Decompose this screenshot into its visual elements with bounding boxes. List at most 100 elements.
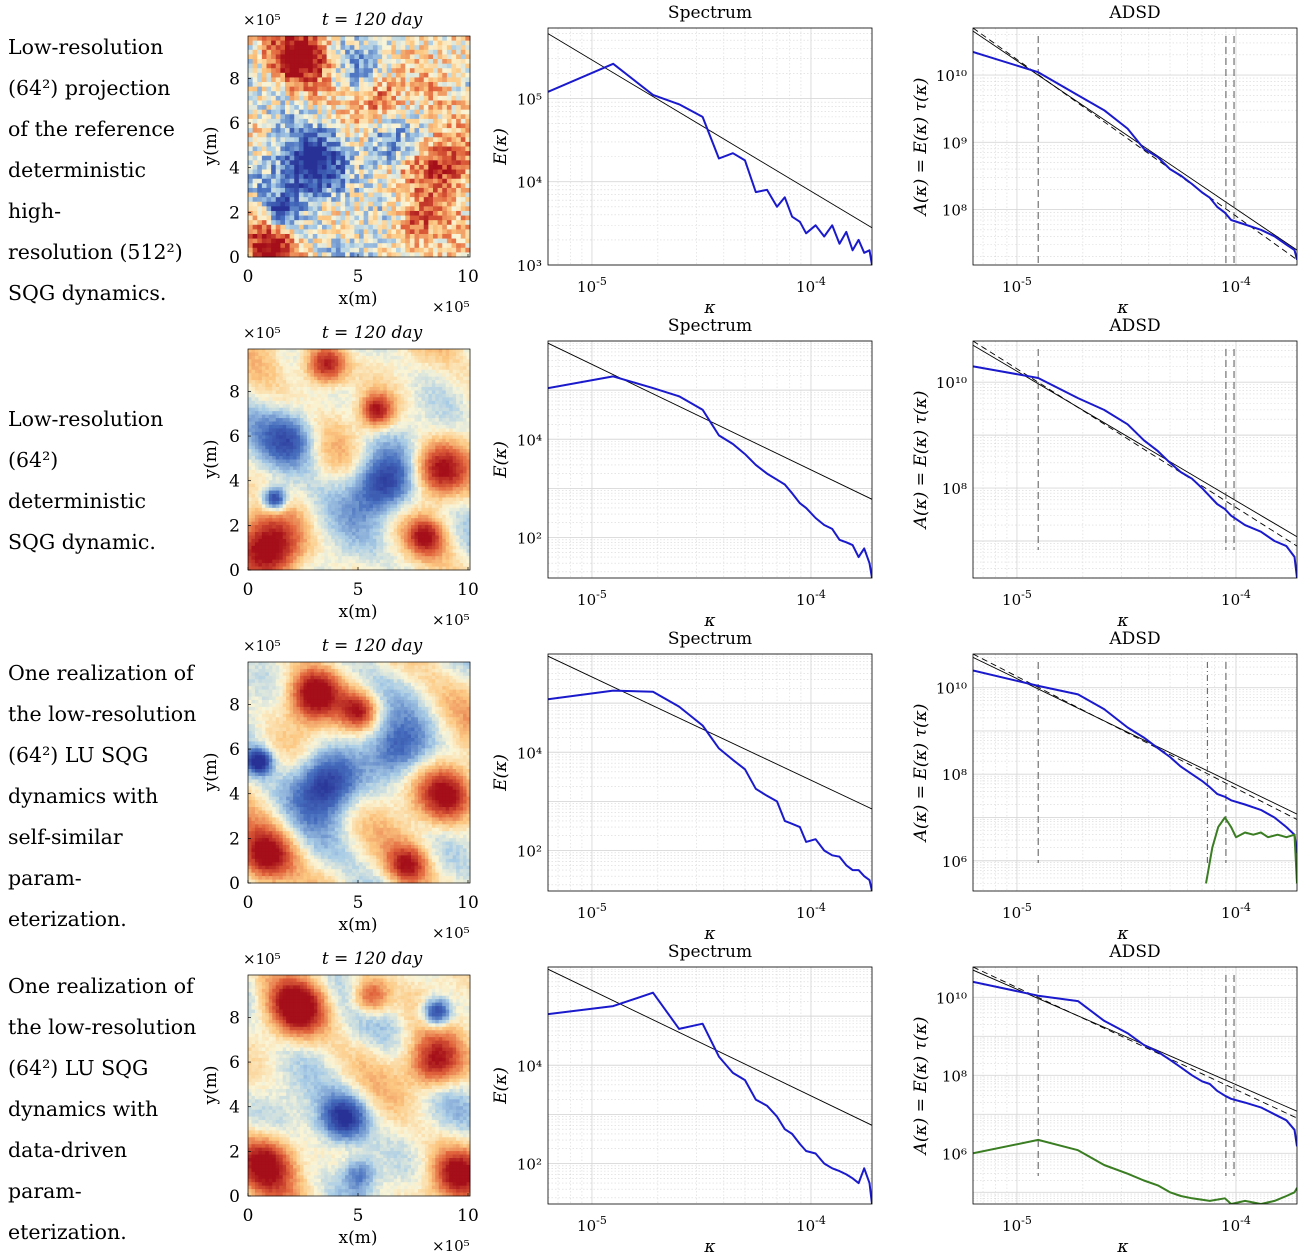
x-tick-label: 5 <box>353 1206 364 1226</box>
y-tick-label: 10² <box>517 1156 542 1174</box>
y-tick-label: 10⁸ <box>942 1067 967 1085</box>
x-axis-label: x(m) <box>339 1228 378 1248</box>
caption-line: (64²) deterministic <box>8 448 146 513</box>
caption-line: the low-resolution <box>8 702 197 726</box>
field-panel: t = 120 day ×10⁵ 0 5 10 x(m) ×10⁵ 0 2 4 6 8 y(m) <box>201 636 479 939</box>
caption-line: (64²) LU SQG <box>8 1056 149 1080</box>
grid <box>973 653 1297 892</box>
field-image <box>248 975 471 1197</box>
x-tick-label: 10-5 <box>577 1214 607 1235</box>
x-tick-label: 10-5 <box>577 275 607 296</box>
field-frame <box>247 661 471 884</box>
field-title: t = 120 day <box>322 636 423 656</box>
x-exponent-label: ×10⁵ <box>432 924 470 939</box>
y-tick-label: 10¹⁰ <box>936 680 967 698</box>
parameterization-line <box>1205 816 1297 884</box>
grid <box>548 653 872 891</box>
y-exponent-label: ×10⁵ <box>243 11 281 29</box>
y-tick-label: 2 <box>229 1142 240 1162</box>
reference-slope-dashed-line <box>973 341 1297 547</box>
panel-title: ADSD <box>1108 942 1160 962</box>
y-axis-label: y(m) <box>201 440 221 480</box>
y-tick-label: 10⁴ <box>517 1057 542 1075</box>
plot-frame <box>972 966 1298 1205</box>
y-tick-label: 0 <box>229 248 240 268</box>
panel-title: Spectrum <box>668 942 752 962</box>
caption-line: One realization of <box>8 974 194 998</box>
spectrum-line <box>973 980 1297 1147</box>
y-tick-label: 6 <box>229 1053 240 1073</box>
spectrum-line <box>548 689 872 891</box>
y-tick-label: 4 <box>229 785 240 805</box>
caption-line: of the reference <box>8 117 175 141</box>
x-axis-label: x(m) <box>339 602 378 622</box>
spectrum-line <box>973 669 1297 854</box>
y-tick-label: 8 <box>229 695 240 715</box>
y-tick-label: 10⁴ <box>517 431 542 449</box>
caption-line: data-driven param- <box>8 1138 128 1203</box>
spectrum-panel: Spectrum 10-5 10-4 κ 10⁴ 10² E(κ) <box>491 942 873 1252</box>
panel-title: Spectrum <box>668 316 752 336</box>
reference-slope-line <box>973 344 1297 538</box>
spectrum-panel: Spectrum 10-5 10-4 κ 10⁵ 10⁴ 10³ E(κ) <box>491 3 873 313</box>
x-tick-label: 0 <box>243 267 254 287</box>
panel-title: Spectrum <box>668 629 752 649</box>
x-tick-label: 10-5 <box>1002 901 1032 922</box>
caption-line: deterministic high- <box>8 158 146 223</box>
row-caption: One realization of the low-resolution (64²… <box>8 966 198 1253</box>
y-tick-label: 0 <box>229 1187 240 1207</box>
figure-row: t = 120 day ×10⁵ 0 5 10 x(m) ×10⁵ 0 2 4 6 8 y(m) Spec… <box>201 629 1298 939</box>
caption-line: dynamics with <box>8 1097 159 1121</box>
x-tick-label: 5 <box>353 893 364 913</box>
x-tick-label: 10-5 <box>1002 275 1032 296</box>
panel-title: ADSD <box>1108 629 1160 649</box>
x-tick-label: 0 <box>243 893 254 913</box>
field-title: t = 120 day <box>322 10 423 30</box>
field-panel: t = 120 day ×10⁵ 0 5 10 x(m) ×10⁵ 0 2 4 6 8 y(m) <box>201 10 479 313</box>
x-axis-label: κ <box>703 924 715 939</box>
adsd-panel: ADSD 10-5 10-4 κ 10¹⁰ 10⁸ 10⁶ A(κ) = E(κ) τ(κ) <box>911 942 1298 1252</box>
caption-line: (64²) LU SQG <box>8 743 149 767</box>
caption-line: Low-resolution <box>8 35 164 59</box>
x-tick-label: 10-4 <box>1221 1214 1251 1235</box>
plot-frame <box>547 966 873 1205</box>
x-axis-label: κ <box>1116 1237 1128 1252</box>
caption-line: eterization. <box>8 1220 127 1244</box>
spectrum-line <box>973 365 1297 578</box>
y-tick-label: 10¹⁰ <box>936 374 967 392</box>
panel-title: ADSD <box>1108 316 1160 336</box>
x-axis-label: κ <box>703 1237 715 1252</box>
caption-line: self-similar param- <box>8 825 123 890</box>
plot-frame <box>547 340 873 579</box>
reference-slope-dashed-line <box>973 654 1297 820</box>
y-tick-label: 4 <box>229 159 240 179</box>
x-tick-label: 10-4 <box>796 901 826 922</box>
x-exponent-label: ×10⁵ <box>432 1237 470 1252</box>
field-frame <box>247 974 471 1197</box>
y-tick-label: 10³ <box>517 257 542 275</box>
panel-title: ADSD <box>1108 3 1160 23</box>
y-tick-label: 4 <box>229 1098 240 1118</box>
y-axis-label: A(κ) = E(κ) τ(κ) <box>911 78 931 218</box>
x-exponent-label: ×10⁵ <box>432 298 470 313</box>
plot-frame <box>972 27 1298 266</box>
y-tick-label: 6 <box>229 114 240 134</box>
y-tick-label: 6 <box>229 740 240 760</box>
x-tick-label: 10 <box>457 580 479 600</box>
grid <box>973 340 1297 579</box>
field-title: t = 120 day <box>322 323 423 343</box>
x-axis-label: κ <box>1116 924 1128 939</box>
y-exponent-label: ×10⁵ <box>243 637 281 655</box>
y-axis-label: y(m) <box>201 1066 221 1106</box>
y-tick-label: 2 <box>229 516 240 536</box>
spectrum-line <box>973 51 1297 260</box>
row-caption: One realization of the low-resolution (64²… <box>8 653 198 940</box>
x-tick-label: 10-4 <box>1221 275 1251 296</box>
y-tick-label: 10⁴ <box>517 744 542 762</box>
y-axis-label: A(κ) = E(κ) τ(κ) <box>911 1017 931 1157</box>
x-axis-label: κ <box>703 298 715 313</box>
x-axis-label: x(m) <box>339 915 378 935</box>
y-tick-label: 8 <box>229 382 240 402</box>
y-tick-label: 10⁶ <box>942 853 967 871</box>
spectrum-panel: Spectrum 10-5 10-4 κ 10⁴ 10² E(κ) <box>491 629 873 939</box>
